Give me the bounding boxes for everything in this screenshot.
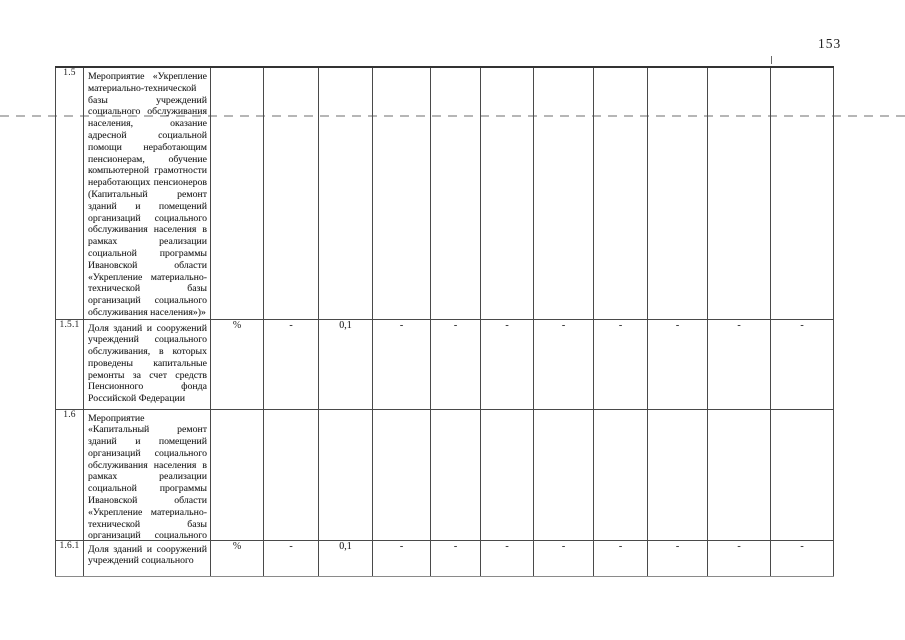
value-cell <box>430 408 481 541</box>
scan-speck <box>771 56 772 64</box>
value-cell: - <box>647 539 708 577</box>
value-cell <box>707 408 771 541</box>
value-cell: - <box>593 318 648 410</box>
row-number-cell: 1.5 <box>55 66 84 320</box>
value-cell: - <box>480 539 534 577</box>
value-cell <box>707 66 771 320</box>
indicator-text: Доля зданий и сооружений учреждений соци… <box>88 543 207 567</box>
unit-cell: % <box>210 539 264 577</box>
value-cell: - <box>263 318 319 410</box>
value-cell: - <box>430 318 481 410</box>
value-cell <box>593 408 648 541</box>
value-cell <box>770 408 834 541</box>
value-cell <box>647 408 708 541</box>
value-cell: - <box>480 318 534 410</box>
value-cell <box>480 408 534 541</box>
value-cell: - <box>770 318 834 410</box>
indicator-text: Доля зданий и сооружений учреждений соци… <box>88 322 207 405</box>
value-cell: - <box>372 539 431 577</box>
value-cell <box>318 408 373 541</box>
value-cell <box>647 66 708 320</box>
value-cell <box>533 66 594 320</box>
unit-cell <box>210 66 264 320</box>
value-cell: - <box>533 318 594 410</box>
value-cell <box>480 66 534 320</box>
value-cell: - <box>533 539 594 577</box>
table-row: 1.5 Мероприятие «Укрепление материально-… <box>55 66 834 320</box>
value-cell <box>593 66 648 320</box>
indicator-text-cell: Доля зданий и сооружений учреждений соци… <box>83 539 211 577</box>
value-cell: - <box>707 539 771 577</box>
value-cell: - <box>707 318 771 410</box>
row-number-cell: 1.6 <box>55 408 84 541</box>
indicator-text: Мероприятие «Капитальный ремонт зданий и… <box>88 412 207 539</box>
row-number-cell: 1.6.1 <box>55 539 84 577</box>
unit-cell: % <box>210 318 264 410</box>
value-cell: - <box>430 539 481 577</box>
indicator-text-cell: Мероприятие «Капитальный ремонт зданий и… <box>83 408 211 541</box>
value-cell <box>372 66 431 320</box>
value-cell: - <box>647 318 708 410</box>
value-cell <box>770 66 834 320</box>
table: 1.5 Мероприятие «Укрепление материально-… <box>55 66 834 577</box>
indicators-table: 1.5 Мероприятие «Укрепление материально-… <box>55 66 834 577</box>
value-cell <box>263 408 319 541</box>
row-number-cell: 1.5.1 <box>55 318 84 410</box>
value-cell <box>318 66 373 320</box>
value-cell <box>372 408 431 541</box>
table-row: 1.6.1 Доля зданий и сооружений учреждени… <box>55 539 834 577</box>
unit-cell <box>210 408 264 541</box>
value-cell: 0,1 <box>318 539 373 577</box>
value-cell: - <box>770 539 834 577</box>
page-number: 153 <box>818 36 842 51</box>
value-cell: - <box>372 318 431 410</box>
value-cell <box>430 66 481 320</box>
value-cell <box>533 408 594 541</box>
indicator-text-cell: Мероприятие «Укрепление материально-техн… <box>83 66 211 320</box>
value-cell: 0,1 <box>318 318 373 410</box>
value-cell: - <box>593 539 648 577</box>
table-row: 1.5.1 Доля зданий и сооружений учреждени… <box>55 318 834 410</box>
indicator-text-cell: Доля зданий и сооружений учреждений соци… <box>83 318 211 410</box>
table-row: 1.6 Мероприятие «Капитальный ремонт здан… <box>55 408 834 541</box>
value-cell <box>263 66 319 320</box>
indicator-text: Мероприятие «Укрепление материально-техн… <box>88 71 207 317</box>
value-cell: - <box>263 539 319 577</box>
